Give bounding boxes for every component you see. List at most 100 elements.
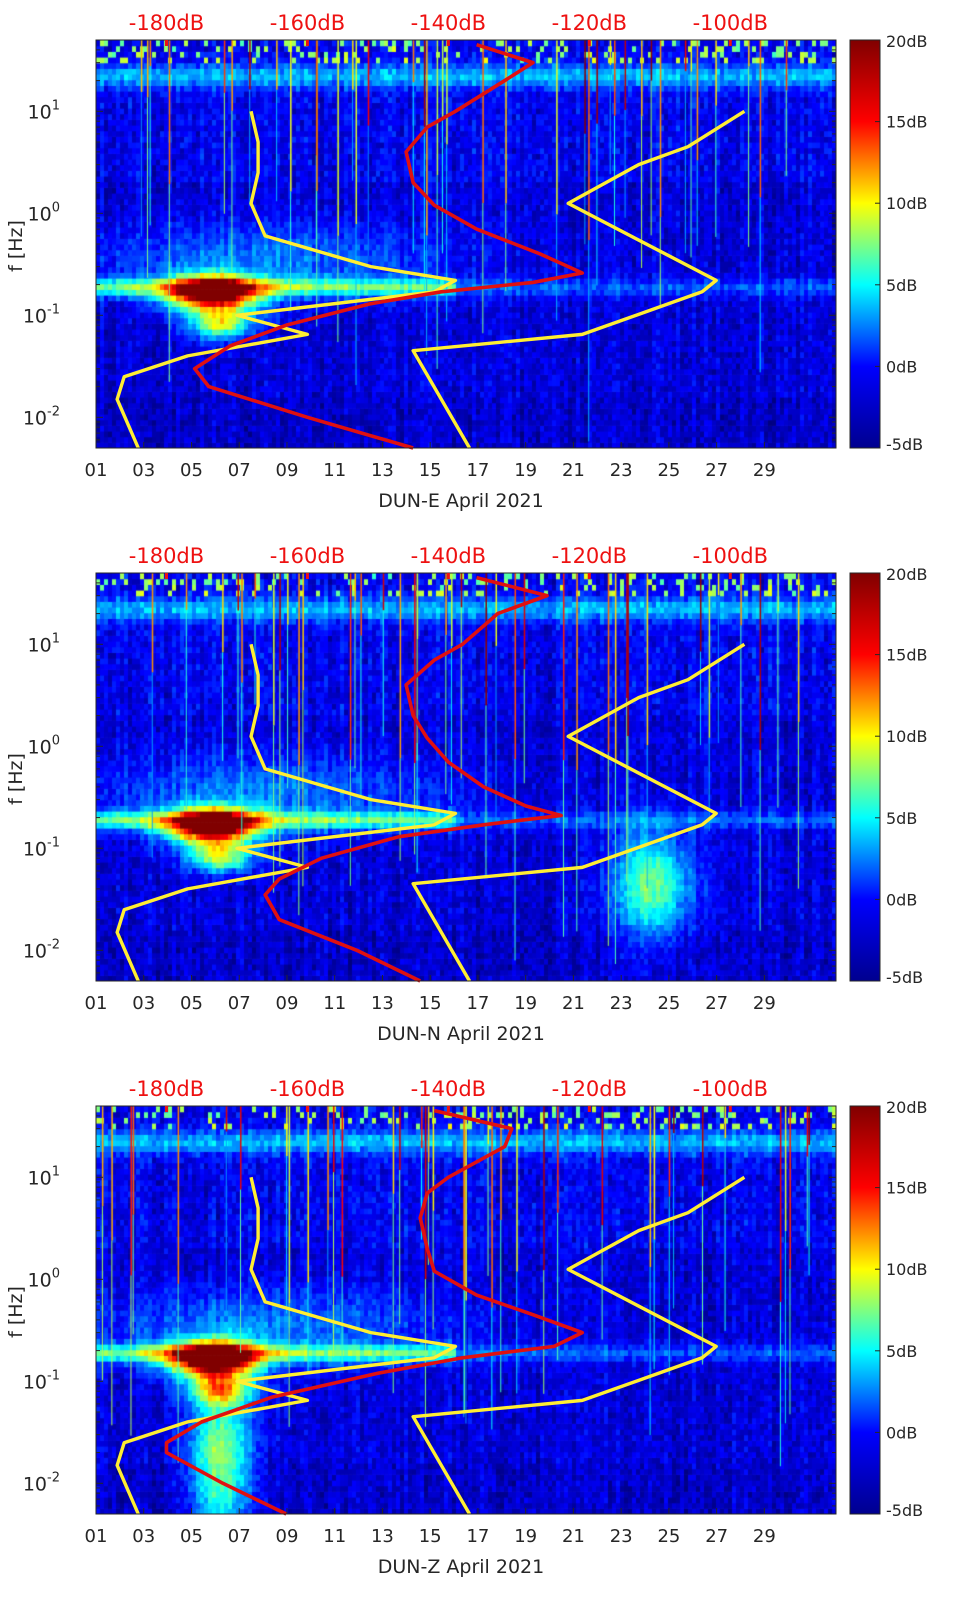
x-tick-label: 01: [85, 1526, 108, 1547]
colorbar-tick-label: 0dB: [886, 357, 917, 376]
x-tick-label: 03: [132, 460, 155, 481]
colorbar-tick-label: 20dB: [886, 32, 928, 51]
station-psd-curve: [263, 575, 563, 983]
x-tick-label: 07: [228, 993, 251, 1014]
y-tick-label: 10-2: [23, 937, 60, 962]
x-tick-label: 25: [657, 993, 680, 1014]
x-tick-label: 13: [371, 1526, 394, 1547]
x-tick-label: 13: [371, 993, 394, 1014]
x-tick-label: 23: [610, 993, 633, 1014]
spectrogram-chart: 01 03 05 07 09 11 13 15 17 19 21 23 25 27 29 DUN-E Apri…: [5, 11, 928, 512]
x-tick-label: 19: [514, 993, 537, 1014]
x-axis-label: DUN-Z April 2021: [378, 1556, 544, 1578]
y-tick-label: 101: [28, 1164, 60, 1189]
x-tick-label: 23: [610, 460, 633, 481]
station-psd-curve: [164, 1108, 585, 1516]
colorbar-tick-label: 10dB: [886, 727, 928, 746]
x-tick-label: 17: [466, 460, 489, 481]
y-tick-label: 10-1: [23, 1368, 60, 1393]
x-tick-label: 09: [276, 1526, 299, 1547]
new-low-noise-model-curve: [115, 110, 458, 449]
x-tick-label: 03: [132, 1526, 155, 1547]
y-axis-label: f [Hz]: [5, 753, 27, 805]
x-tick-label: 25: [657, 1526, 680, 1547]
colorbar-tick-label: 15dB: [886, 1179, 928, 1198]
x-tick-label: 23: [610, 1526, 633, 1547]
spectrogram-image: [96, 1106, 836, 1514]
top-db-label: -140dB: [411, 11, 486, 35]
new-low-noise-model-curve: [115, 643, 458, 982]
x-tick-label: 27: [705, 460, 728, 481]
y-tick-label: 100: [28, 1266, 60, 1291]
colorbar: [849, 572, 881, 982]
top-db-label: -140dB: [411, 544, 486, 568]
x-tick-label: 15: [419, 460, 442, 481]
top-db-label: -100dB: [693, 11, 768, 35]
colorbar-tick-label: 5dB: [886, 1342, 917, 1361]
colorbar: [849, 1105, 881, 1515]
colorbar-tick-label: 0dB: [886, 1423, 917, 1442]
x-tick-label: 07: [228, 460, 251, 481]
spectrogram-image: [96, 573, 836, 981]
top-db-label: -100dB: [693, 544, 768, 568]
x-tick-label: 25: [657, 460, 680, 481]
x-tick-label: 27: [705, 993, 728, 1014]
new-high-noise-model-curve: [411, 109, 746, 449]
top-db-label: -180dB: [129, 11, 204, 35]
x-tick-label: 17: [466, 993, 489, 1014]
new-low-noise-model-curve: [115, 1176, 458, 1515]
x-tick-label: 05: [180, 460, 203, 481]
x-tick-label: 15: [419, 1526, 442, 1547]
x-axis-label: DUN-E April 2021: [378, 490, 543, 512]
colorbar-tick-label: 10dB: [886, 194, 928, 213]
top-db-label: -120dB: [552, 544, 627, 568]
x-tick-label: 15: [419, 993, 442, 1014]
x-tick-label: 13: [371, 460, 394, 481]
colorbar-tick-label: 5dB: [886, 809, 917, 828]
colorbar-tick-label: 10dB: [886, 1260, 928, 1279]
colorbar-tick-label: -5dB: [886, 968, 923, 987]
colorbar-tick-label: 15dB: [886, 646, 928, 665]
colorbar-tick-label: -5dB: [886, 435, 923, 454]
x-tick-label: 21: [562, 1526, 585, 1547]
colorbar-tick-label: 20dB: [886, 1098, 928, 1117]
y-tick-label: 10-1: [23, 835, 60, 860]
spectrogram-image: [96, 40, 836, 448]
colorbar-tick-label: 0dB: [886, 890, 917, 909]
x-tick-label: 29: [753, 460, 776, 481]
x-tick-label: 05: [180, 1526, 203, 1547]
x-tick-label: 29: [753, 1526, 776, 1547]
x-tick-label: 09: [276, 993, 299, 1014]
y-axis-label: f [Hz]: [5, 1286, 27, 1338]
spectrogram-panel-3: 01 03 05 07 09 11 13 15 17 19 21 23 25 27 29 DUN-Z Apri…: [0, 1066, 962, 1599]
y-tick-label: 101: [28, 631, 60, 656]
x-tick-label: 01: [85, 460, 108, 481]
y-tick-label: 10-2: [23, 1470, 60, 1495]
top-db-label: -140dB: [411, 1077, 486, 1101]
x-axis-label: DUN-N April 2021: [377, 1023, 545, 1045]
top-db-label: -100dB: [693, 1077, 768, 1101]
x-tick-label: 19: [514, 460, 537, 481]
y-axis-label: f [Hz]: [5, 220, 27, 272]
top-db-label: -180dB: [129, 1077, 204, 1101]
x-tick-label: 11: [323, 1526, 346, 1547]
colorbar-tick-label: 20dB: [886, 565, 928, 584]
new-high-noise-model-curve: [411, 642, 746, 982]
x-tick-label: 11: [323, 460, 346, 481]
x-tick-label: 01: [85, 993, 108, 1014]
colorbar: [849, 39, 881, 449]
x-tick-label: 21: [562, 993, 585, 1014]
x-tick-label: 07: [228, 1526, 251, 1547]
x-tick-label: 29: [753, 993, 776, 1014]
top-db-label: -160dB: [270, 1077, 345, 1101]
y-tick-label: 101: [28, 98, 60, 123]
top-db-label: -120dB: [552, 1077, 627, 1101]
top-db-label: -160dB: [270, 11, 345, 35]
x-tick-label: 21: [562, 460, 585, 481]
x-tick-label: 09: [276, 460, 299, 481]
y-tick-label: 10-2: [23, 404, 60, 429]
x-tick-label: 19: [514, 1526, 537, 1547]
station-psd-curve: [192, 42, 585, 450]
spectrogram-chart: 01 03 05 07 09 11 13 15 17 19 21 23 25 27 29 DUN-Z Apri…: [5, 1077, 928, 1578]
